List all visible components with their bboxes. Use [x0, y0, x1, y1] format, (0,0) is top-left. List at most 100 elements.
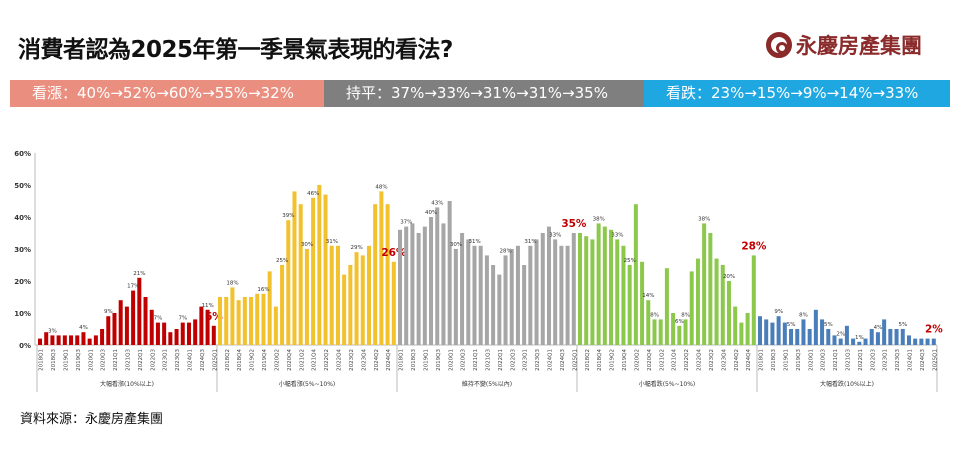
- data-label: 3%: [48, 328, 57, 334]
- x-tick-label: 2024Q3: [920, 349, 926, 371]
- group-label: 小幅看漲(5%~10%): [279, 380, 336, 388]
- bar: [118, 300, 123, 345]
- x-tick-label: 2018Q3: [51, 349, 57, 371]
- bar: [429, 217, 434, 345]
- bar: [453, 249, 458, 345]
- bar: [515, 245, 520, 345]
- y-tick-label: 60%: [14, 150, 31, 158]
- x-tick-label: 2020Q1: [808, 349, 814, 371]
- bar: [360, 255, 365, 345]
- bar: [664, 268, 669, 345]
- x-tick-label: 2018Q2: [585, 349, 591, 371]
- bar: [820, 319, 825, 345]
- bar: [590, 239, 595, 345]
- bar: [398, 229, 403, 345]
- bar: [509, 249, 514, 345]
- bar: [677, 325, 682, 345]
- x-tick-label: 2022Q3: [870, 349, 876, 371]
- bar: [93, 335, 98, 345]
- bar: [596, 223, 601, 345]
- x-tick-label: 2019Q1: [63, 349, 69, 371]
- x-tick-label: 2021Q1: [113, 349, 119, 371]
- bar: [131, 290, 136, 345]
- bar: [38, 338, 43, 345]
- data-label: 5%: [824, 322, 833, 328]
- bar: [695, 258, 700, 345]
- x-tick-label: 2025Q1: [932, 349, 938, 371]
- data-label: 38%: [593, 216, 605, 222]
- bar: [304, 249, 309, 345]
- bar: [503, 255, 508, 345]
- x-tick-label: 2023Q2: [349, 349, 355, 371]
- x-tick-label: 2022Q3: [510, 349, 516, 371]
- data-label: 30%: [450, 242, 462, 248]
- x-tick-label: 2019Q3: [76, 349, 82, 371]
- bar: [640, 261, 645, 345]
- bar: [621, 245, 626, 345]
- x-tick-label: 2024Q3: [200, 349, 206, 371]
- bar: [292, 191, 297, 345]
- bar: [267, 271, 272, 345]
- bar: [211, 325, 216, 345]
- bar: [714, 258, 719, 345]
- bar: [329, 245, 334, 345]
- data-label: 8%: [799, 312, 808, 318]
- data-label: 33%: [611, 232, 623, 238]
- bar: [720, 265, 725, 345]
- x-tick-label: 2018Q4: [597, 349, 603, 371]
- bar: [435, 207, 440, 345]
- bar: [137, 277, 142, 345]
- bar: [671, 313, 676, 345]
- data-label: 20%: [723, 274, 735, 280]
- x-tick-label: 2021Q2: [659, 349, 665, 371]
- data-label: 17%: [127, 284, 139, 290]
- x-tick-label: 2018Q4: [237, 349, 243, 371]
- bar: [50, 335, 55, 345]
- logo-text: 永慶房產集團: [796, 34, 922, 58]
- x-tick-label: 2024Q1: [188, 349, 194, 371]
- bar: [180, 322, 185, 345]
- x-tick-label: 2021Q3: [126, 349, 132, 371]
- x-tick-label: 2021Q4: [672, 349, 678, 371]
- x-tick-label: 2023Q4: [361, 349, 367, 371]
- bar: [546, 226, 551, 345]
- group-label: 大幅看漲(10%以上): [100, 380, 154, 388]
- bar: [758, 316, 763, 345]
- x-tick-label: 2024Q1: [548, 349, 554, 371]
- x-tick-label: 2025Q1: [212, 349, 218, 371]
- bar: [838, 338, 843, 345]
- bar: [460, 233, 465, 345]
- data-label: 38%: [698, 216, 710, 222]
- bar: [62, 335, 67, 345]
- bar: [751, 255, 756, 345]
- bar: [174, 329, 179, 345]
- bar: [478, 245, 483, 345]
- y-tick-label: 0%: [19, 342, 31, 350]
- band-rise: 看漲：40%→52%→60%→55%→32%: [10, 80, 324, 107]
- bar: [826, 329, 831, 345]
- bar: [491, 265, 496, 345]
- bar: [739, 322, 744, 345]
- x-tick-label: 2019Q2: [610, 349, 616, 371]
- bar: [559, 245, 564, 345]
- x-tick-label: 2022Q3: [150, 349, 156, 371]
- bar: [75, 335, 80, 345]
- bar: [447, 201, 452, 345]
- bar: [230, 287, 235, 345]
- data-label: 8%: [681, 312, 690, 318]
- x-tick-label: 2019Q3: [436, 349, 442, 371]
- data-label: 31%: [468, 239, 480, 245]
- bar: [273, 306, 278, 345]
- bar: [218, 297, 223, 345]
- bar: [69, 335, 74, 345]
- x-tick-label: 2020Q3: [461, 349, 467, 371]
- x-tick-label: 2022Q2: [684, 349, 690, 371]
- x-tick-label: 2018Q1: [399, 349, 405, 371]
- bar: [894, 329, 899, 345]
- bar: [298, 204, 303, 345]
- x-tick-label: 2023Q1: [523, 349, 529, 371]
- source-note: 資料來源：永慶房產集團: [20, 412, 164, 427]
- bar: [236, 300, 241, 345]
- x-tick-label: 2024Q2: [374, 349, 380, 371]
- bar: [373, 204, 378, 345]
